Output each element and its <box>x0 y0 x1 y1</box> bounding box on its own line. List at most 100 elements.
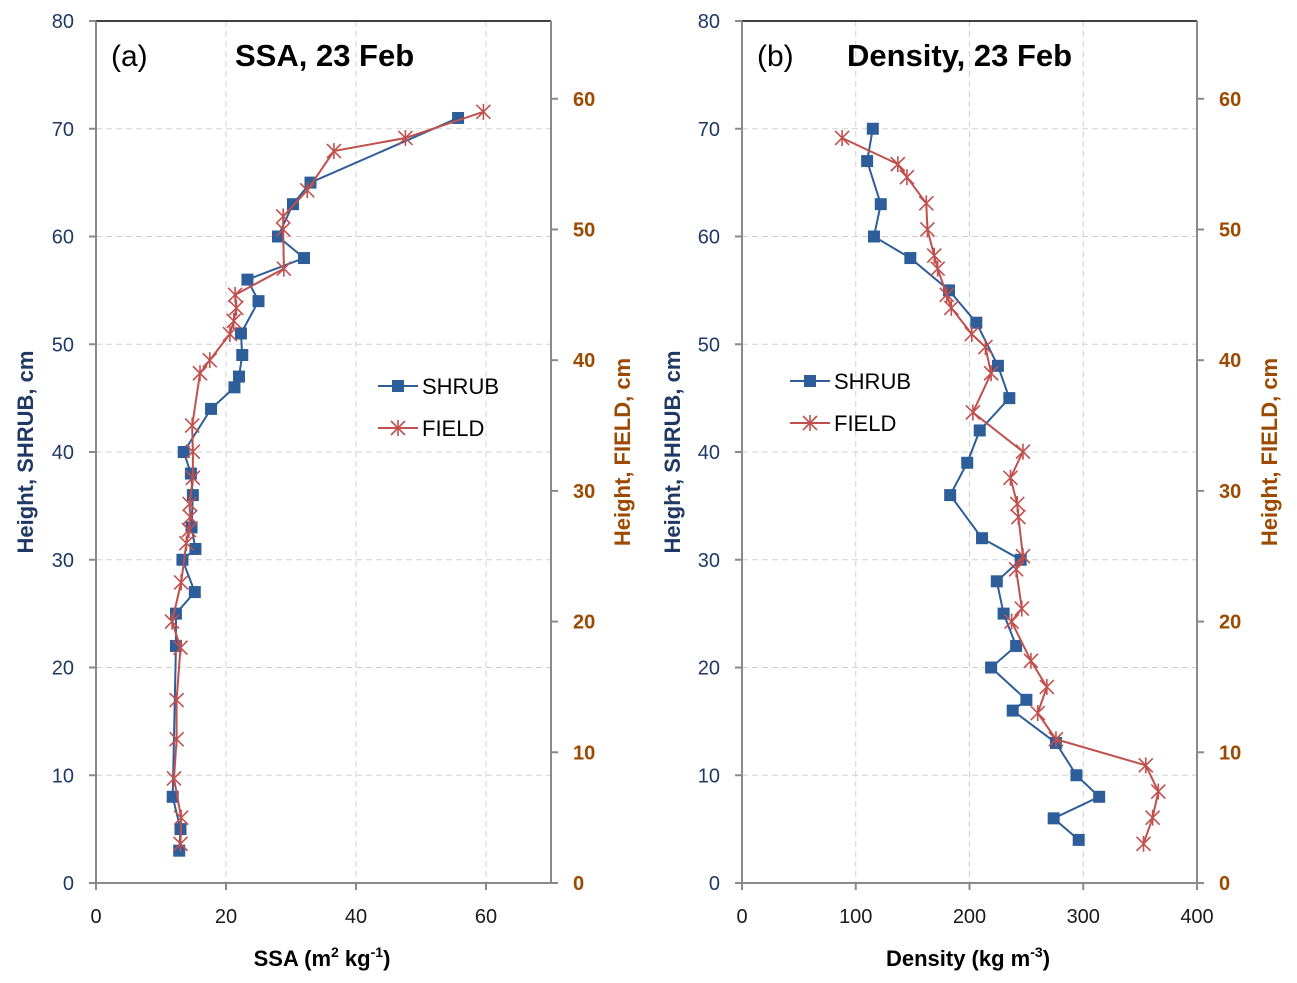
panel-b-xtick-label: 300 <box>1067 906 1100 928</box>
panel-b-field-point <box>983 365 999 382</box>
panel-b-shrub-point <box>970 316 983 329</box>
panel-a-ytick-label-right: 50 <box>573 219 595 241</box>
panel-a-shrub-point <box>176 553 189 566</box>
legend-label: SHRUB <box>422 374 499 399</box>
panel-b-shrub-point <box>1072 833 1085 846</box>
panel-a-field-point <box>299 182 315 199</box>
panel-b-shrub-point <box>866 122 879 135</box>
legend-asterisk-marker <box>802 415 818 431</box>
panel-a-field-point <box>275 221 291 238</box>
panel-b-shrub-point <box>874 198 887 211</box>
panel-b-field-point <box>1008 561 1024 578</box>
panel-b-field-point <box>926 247 942 264</box>
panel-a-field-point <box>173 809 189 826</box>
panel-b-xtick-label: 0 <box>736 906 747 928</box>
panel-b-field-point <box>965 404 981 421</box>
panel-a-ylabel-left: Height, SHRUB, cm <box>13 351 38 554</box>
panel-b-xtick-label: 200 <box>953 906 986 928</box>
panel-b-ylabel-right: Height, FIELD, cm <box>1257 358 1282 546</box>
panel-b-field-point <box>930 260 946 277</box>
panel-a-ytick-label-right: 40 <box>573 350 595 372</box>
panel-b-ytick-label-left: 60 <box>698 227 720 249</box>
panel-a-shrub-point <box>205 402 218 415</box>
panel-a-field-point <box>169 692 185 709</box>
panel-b-field-point <box>1015 548 1031 565</box>
panel-a-shrub-point <box>252 295 265 308</box>
panel-b-shrub-point <box>861 155 874 168</box>
panel-b-xtick-label: 400 <box>1180 906 1213 928</box>
panel-b-xlabel: Density (kg m-3) <box>886 944 1050 971</box>
panel-b-field-point <box>1039 678 1055 695</box>
panel-b-shrub-point <box>961 456 974 469</box>
panel-a-field-point <box>169 731 185 748</box>
panel-a-field-point <box>397 129 413 146</box>
panel-a-ytick-label-left: 40 <box>52 442 74 464</box>
panel-a-ytick-label-left: 70 <box>52 119 74 141</box>
panel-b-ytick-label-right: 50 <box>1219 219 1241 241</box>
panel-a-field-point <box>475 103 491 120</box>
panel-a: 0 10 20 30 40 50 60 70 80 0 10 20 30 40 50 60 0 20 40 60 (a… <box>13 11 635 971</box>
panel-b-title: Density, 23 Feb <box>847 38 1072 73</box>
panel-b-shrub-point <box>1003 392 1016 405</box>
panel-a-shrub-point <box>177 446 190 458</box>
panel-b-field-point <box>1002 469 1019 486</box>
panel-b-ylabel-left: Height, SHRUB, cm <box>660 351 685 554</box>
panel-a-ytick-label-right: 30 <box>573 481 595 503</box>
panel-a-field-point <box>326 143 342 160</box>
panel-b-field-point <box>977 339 993 356</box>
panel-b-shrub-point <box>944 489 957 502</box>
panel-a-field-point <box>172 835 189 852</box>
legend-label: SHRUB <box>834 369 911 394</box>
panel-a-field-point <box>182 509 198 526</box>
panel-b-field-point <box>1023 652 1039 669</box>
panel-a-shrub-point <box>234 327 247 340</box>
panel-b-shrub-point <box>1093 790 1106 803</box>
panel-a-ytick-label-left: 80 <box>52 11 74 33</box>
panel-b-field-point <box>919 221 935 238</box>
panel-b-field-line <box>841 137 1160 845</box>
panel-b-field-point <box>1138 757 1154 774</box>
panel-a-field-point <box>173 574 189 591</box>
panel-a-legend-shrub: SHRUB <box>378 374 499 399</box>
panel-a-ytick-label-left: 10 <box>52 765 74 787</box>
panel-a-field-point <box>184 417 200 434</box>
panel-a-ytick-label-left: 30 <box>52 550 74 572</box>
panel-b-field-point <box>1150 783 1166 800</box>
panel-a-shrub-point <box>184 467 197 480</box>
panel-b-gridlines <box>742 21 1197 883</box>
panel-a-shrub-point <box>236 349 249 362</box>
panel-a-shrub-point <box>233 370 245 383</box>
panel-b-label: (b) <box>757 40 794 73</box>
panel-a-ylabel-right: Height, FIELD, cm <box>610 358 635 546</box>
panel-a-field-point <box>181 522 197 539</box>
panel-a-field-point <box>227 286 243 303</box>
panel-a-field-line <box>171 110 484 844</box>
panel-a-ytick-label-left: 20 <box>52 658 74 680</box>
panel-a-shrub-point <box>298 252 310 265</box>
panel-b-shrub-point <box>1047 812 1060 825</box>
legend-label: FIELD <box>422 416 484 441</box>
panel-a-ytick-label-right: 10 <box>573 742 595 764</box>
panel-b-shrub-point <box>990 575 1003 588</box>
panel-a-field-point <box>172 639 189 656</box>
panel-a-series <box>164 103 491 857</box>
panel-a-ytick-label-right: 20 <box>573 612 595 634</box>
panel-b-ytick-label-left: 0 <box>709 873 720 895</box>
panel-b-field-point <box>1010 509 1026 526</box>
legend-asterisk-marker <box>390 420 406 436</box>
panel-a-xtick-label: 40 <box>345 906 367 928</box>
panel-b-field-point <box>1135 835 1152 852</box>
panel-b: 0 10 20 30 40 50 60 70 80 0 10 20 30 40 50 60 0 100 200 300… <box>660 11 1282 971</box>
panel-b-shrub-point <box>904 252 917 265</box>
panel-a-legend: SHRUB FIELD <box>378 374 499 441</box>
legend-square-marker <box>392 380 404 392</box>
panel-a-shrub-point <box>189 542 202 555</box>
panel-b-ytick-label-left: 20 <box>698 658 720 680</box>
panel-b-field-point <box>1145 809 1161 826</box>
panel-b-field-point <box>939 286 955 303</box>
panel-b-field-point <box>1030 705 1046 722</box>
panel-a-field-point <box>164 613 180 630</box>
panel-a-xtick-label: 20 <box>215 906 237 928</box>
panel-b-xtick-label: 100 <box>839 906 872 928</box>
panel-b-shrub-point <box>976 532 989 545</box>
